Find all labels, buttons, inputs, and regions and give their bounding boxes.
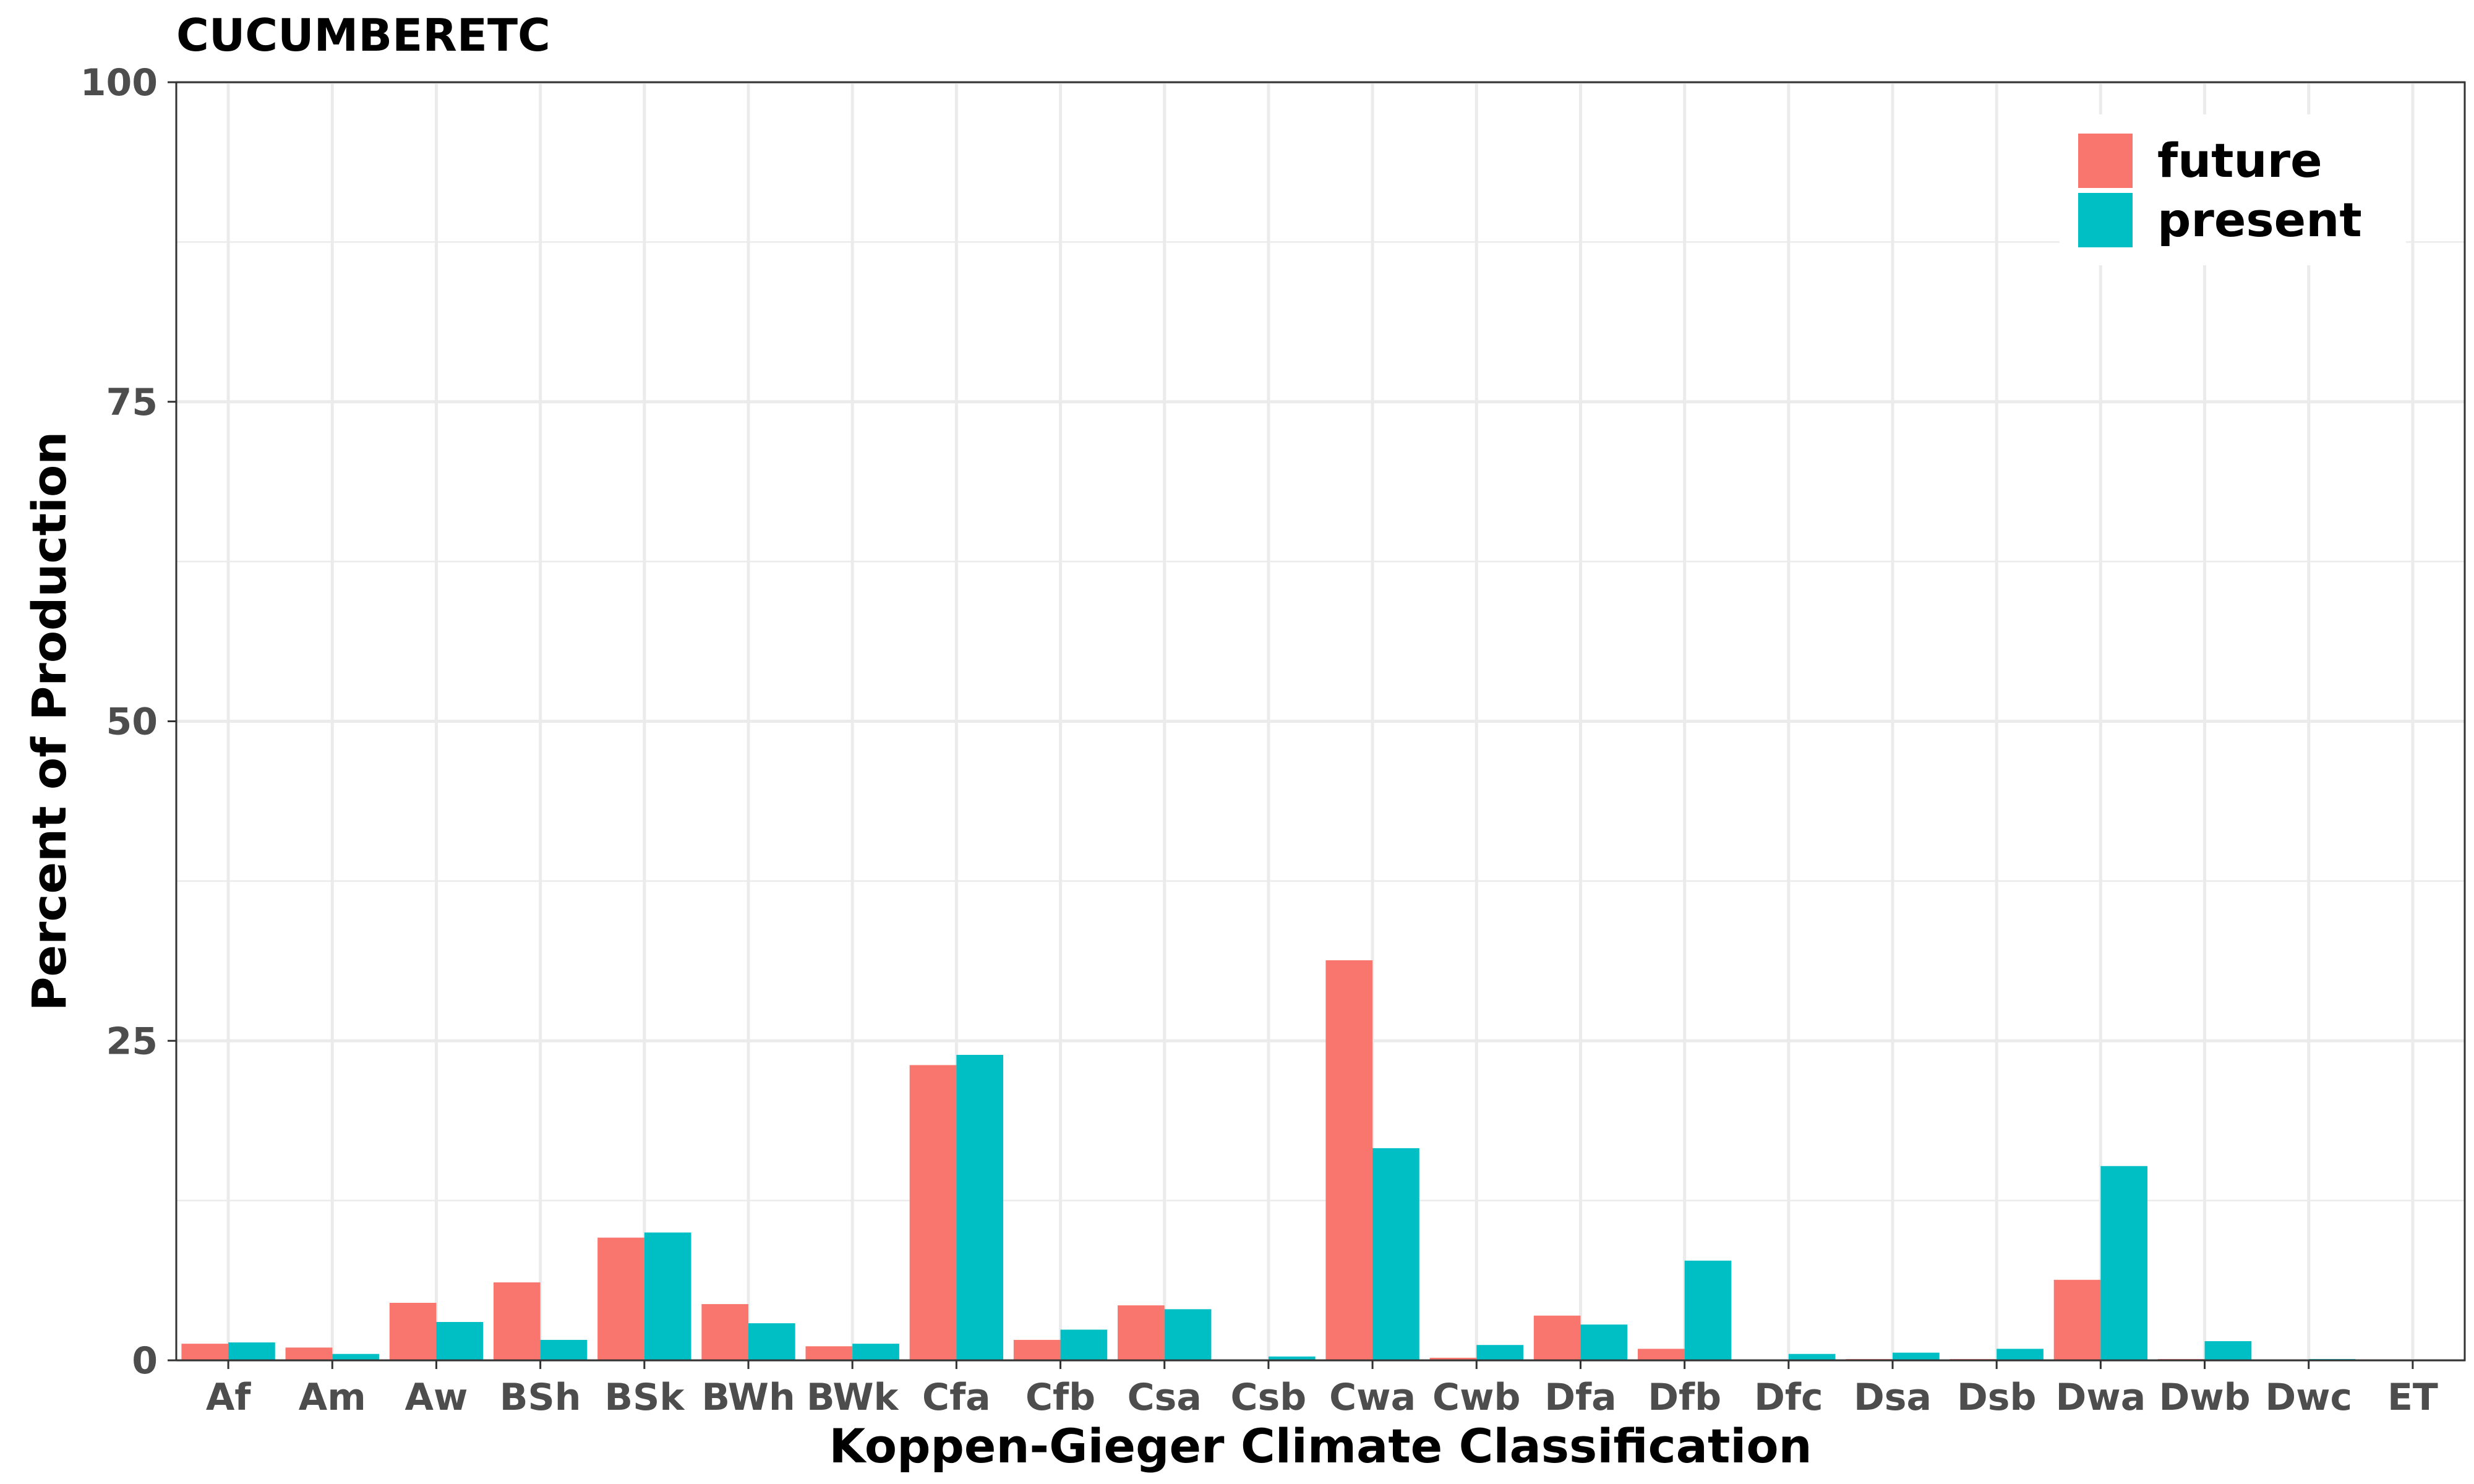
bar-present-Csb xyxy=(1268,1356,1316,1360)
chart-title: CUCUMBERETC xyxy=(176,9,550,61)
bar-present-BWk xyxy=(852,1344,899,1360)
x-tick-label-Cfb: Cfb xyxy=(1025,1376,1095,1419)
x-axis-title: Koppen-Gieger Climate Classification xyxy=(829,1418,1812,1473)
x-tick-label-Dfb: Dfb xyxy=(1648,1376,1721,1419)
x-tick-label-Dwb: Dwb xyxy=(2159,1376,2250,1419)
y-tick-label: 0 xyxy=(132,1339,158,1383)
bar-future-Am xyxy=(285,1347,333,1360)
x-tick-label-Cwb: Cwb xyxy=(1432,1376,1520,1419)
legend-label-present: present xyxy=(2157,192,2362,247)
bar-future-Cfb xyxy=(1013,1339,1061,1360)
bar-future-Af xyxy=(181,1344,229,1360)
x-tick-label-Af: Af xyxy=(206,1376,251,1419)
grid-lines xyxy=(176,80,2465,1362)
x-tick-label-Cfa: Cfa xyxy=(922,1376,991,1419)
bars xyxy=(181,960,2356,1360)
bar-present-Dfc xyxy=(1788,1354,1836,1360)
x-tick-label-Dwa: Dwa xyxy=(2055,1376,2146,1419)
bar-present-Dsb xyxy=(1997,1349,2044,1360)
x-tick-label-Dwc: Dwc xyxy=(2265,1376,2352,1419)
bar-present-BSh xyxy=(540,1339,588,1360)
x-tick-label-Dsa: Dsa xyxy=(1854,1376,1932,1419)
x-tick-label-ET: ET xyxy=(2387,1376,2438,1419)
bar-future-Dfb xyxy=(1637,1349,1685,1360)
bar-future-Cfa xyxy=(909,1065,957,1360)
y-axis-title: Percent of Production xyxy=(22,432,77,1012)
bar-present-BWh xyxy=(748,1323,795,1360)
bar-present-Cwa xyxy=(1372,1148,1419,1360)
x-tick-label-BSk: BSk xyxy=(604,1376,685,1419)
bar-present-Cfb xyxy=(1060,1329,1108,1360)
y-tick-label: 100 xyxy=(80,61,158,104)
x-tick-label-Dsb: Dsb xyxy=(1957,1376,2036,1419)
bar-future-BWk xyxy=(805,1346,853,1360)
bar-present-Dfa xyxy=(1580,1324,1628,1360)
bar-future-Dwa xyxy=(2053,1279,2101,1360)
x-tick-label-Dfa: Dfa xyxy=(1544,1376,1616,1419)
x-tick-label-BWk: BWk xyxy=(807,1376,900,1419)
bar-present-Cfa xyxy=(956,1054,1004,1360)
x-tick-label-Aw: Aw xyxy=(405,1376,468,1419)
x-tick-label-BSh: BSh xyxy=(500,1376,581,1419)
y-tick-label: 75 xyxy=(106,381,158,424)
bar-present-Am xyxy=(332,1354,379,1360)
bar-present-Dfb xyxy=(1684,1260,1732,1360)
bar-future-BSh xyxy=(493,1282,541,1360)
bar-future-BSk xyxy=(597,1237,644,1360)
legend-label-future: future xyxy=(2157,133,2322,188)
x-tick-label-BWh: BWh xyxy=(701,1376,795,1419)
bar-future-Aw xyxy=(389,1302,437,1360)
bar-present-Dwb xyxy=(2204,1341,2252,1360)
x-axis: Af Am Aw BSh BSk BWh BWk Cfa Cfb Csa Csb Cwa Cwb Dfa D… xyxy=(206,1360,2438,1419)
x-tick-label-Am: Am xyxy=(299,1376,366,1419)
legend-key-present xyxy=(2078,193,2133,247)
x-tick-label-Cwa: Cwa xyxy=(1329,1376,1416,1419)
x-tick-label-Dfc: Dfc xyxy=(1754,1376,1823,1419)
bar-future-Csa xyxy=(1118,1305,1165,1360)
bar-present-Aw xyxy=(436,1321,484,1360)
bar-present-BSk xyxy=(644,1232,691,1360)
bar-future-Cwa xyxy=(1325,960,1373,1360)
bar-present-Dwa xyxy=(2100,1166,2148,1360)
bar-present-Dsa xyxy=(1893,1352,1940,1360)
x-tick-label-Csb: Csb xyxy=(1231,1376,1307,1419)
bar-present-Csa xyxy=(1164,1309,1212,1360)
y-tick-label: 25 xyxy=(106,1020,158,1063)
x-tick-label-Csa: Csa xyxy=(1128,1376,1202,1419)
bar-future-Dfa xyxy=(1533,1315,1581,1360)
bar-future-Cwb xyxy=(1429,1357,1477,1360)
y-tick-label: 50 xyxy=(106,701,158,744)
bar-future-BWh xyxy=(701,1304,748,1360)
legend-key-future xyxy=(2078,134,2133,188)
bar-present-Af xyxy=(228,1342,275,1360)
y-axis: 0 25 50 75 100 xyxy=(80,61,176,1383)
bar-present-Cwb xyxy=(1476,1345,1523,1360)
